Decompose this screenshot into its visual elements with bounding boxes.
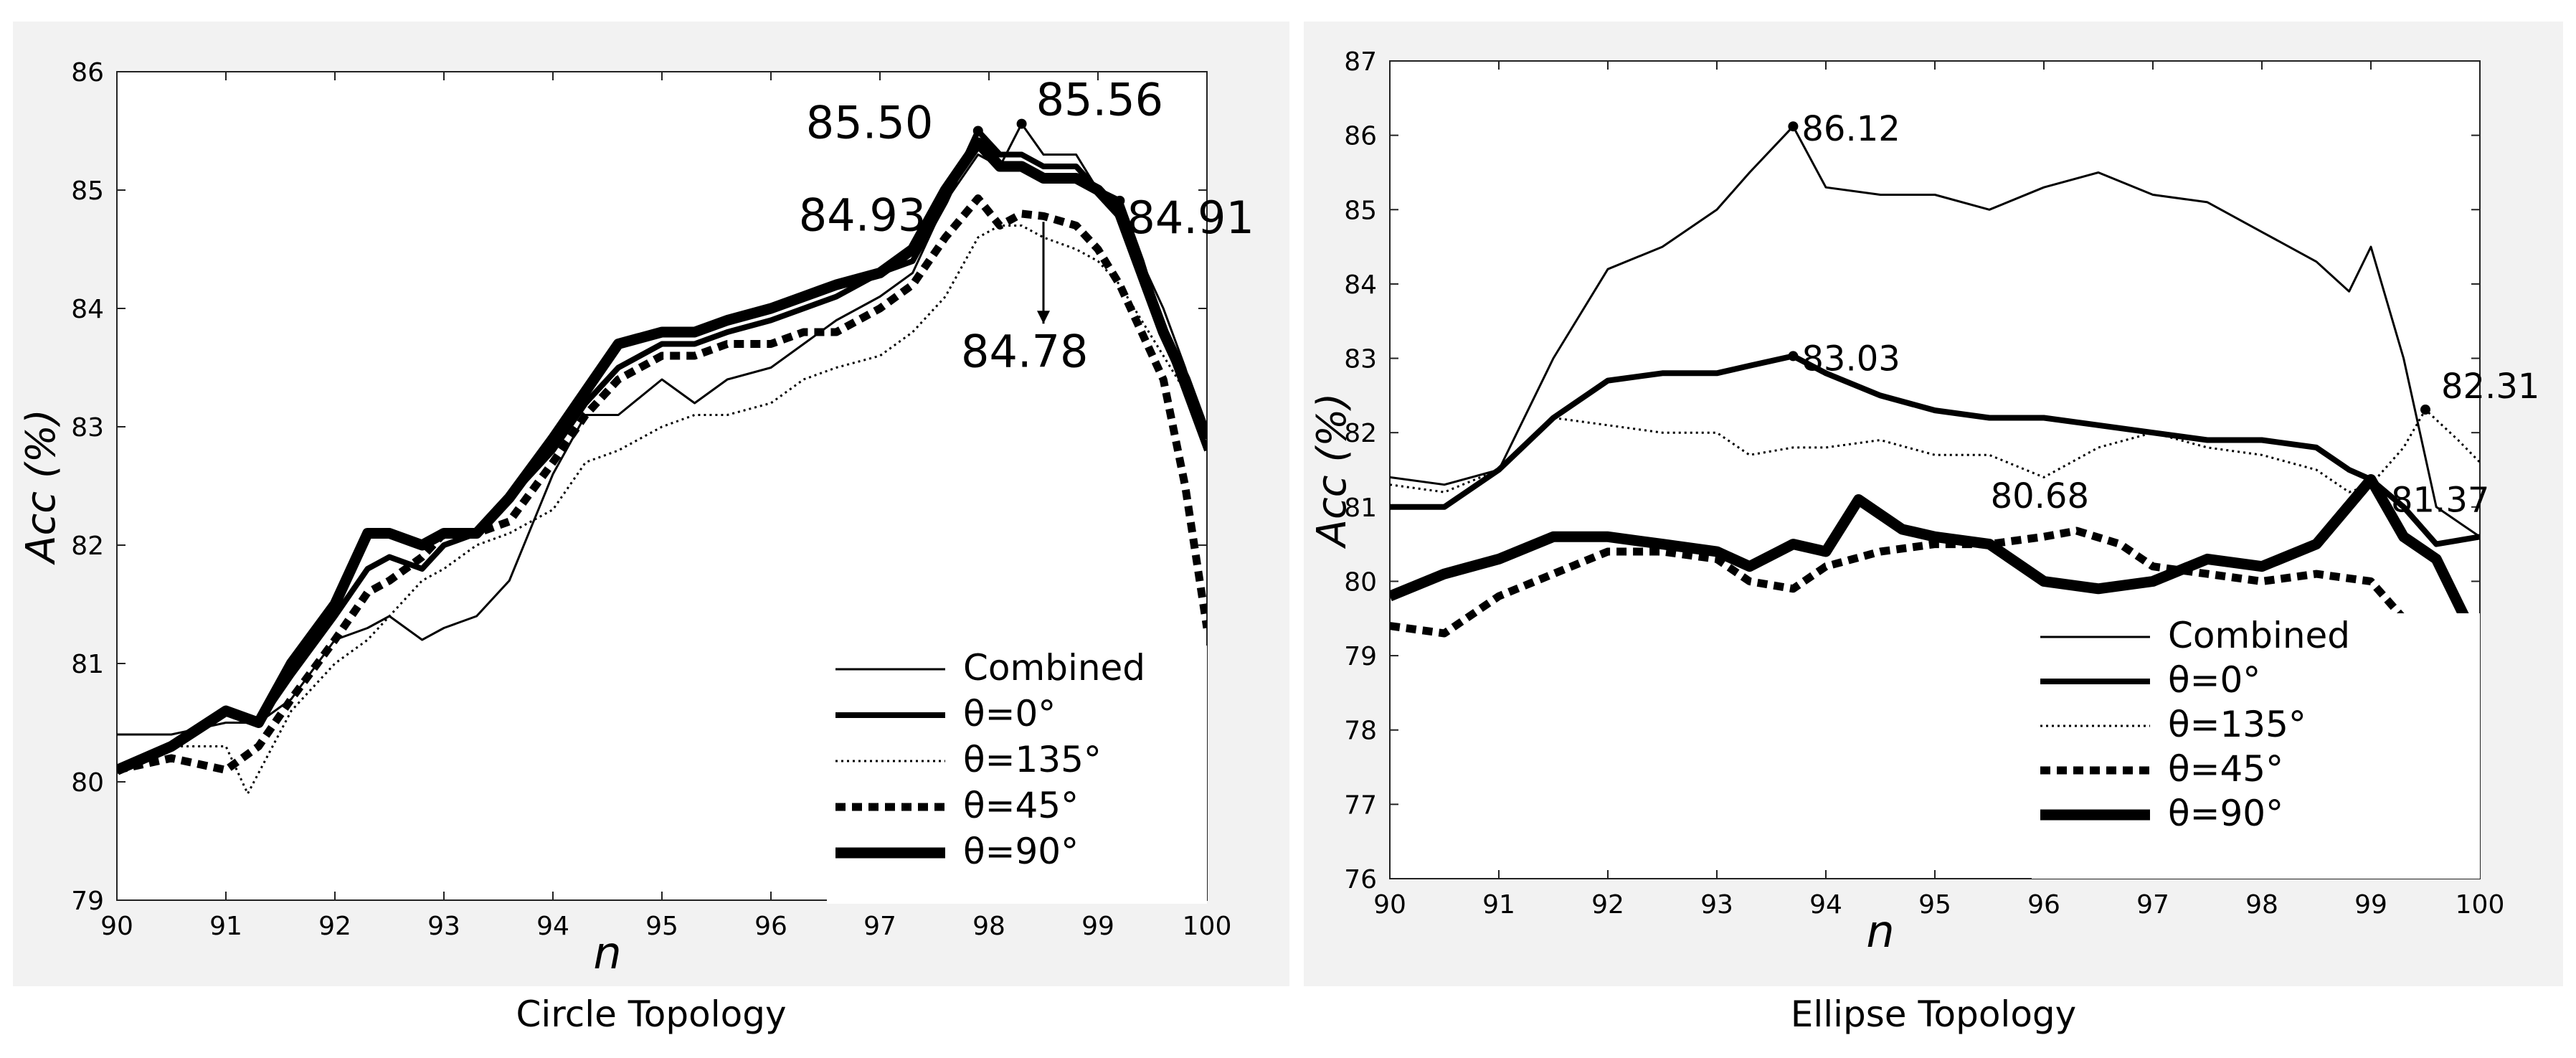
x-tick-label: 96: [2027, 890, 2060, 920]
legend-label: Combined: [963, 647, 1145, 689]
series-line-θ=45°: [117, 194, 1207, 774]
x-tick-label: 96: [754, 912, 787, 941]
series-line-θ=135°: [117, 225, 1207, 795]
y-tick-label: 80: [1344, 567, 1377, 597]
series-line-θ=0°: [117, 128, 1207, 773]
circle-topology-chart: 90 91 92 93 94 95 96 97 98 99 100 79 80 81 82 83 84 85 86 n…: [18, 58, 1254, 979]
y-tick-label: 86: [1344, 122, 1377, 151]
y-tick-label: 76: [1344, 865, 1377, 894]
x-tick-label: 90: [100, 912, 133, 941]
circle-topology-panel: 90 91 92 93 94 95 96 97 98 99 100 79 80 81 82 83 84 85 86 n…: [13, 22, 1289, 986]
x-tick-label: 98: [2245, 890, 2278, 920]
y-tick-label: 86: [71, 58, 104, 88]
annotation-label: 86.12: [1801, 109, 1900, 149]
annotation-marker: [2420, 405, 2430, 415]
y-tick-label: 85: [71, 176, 104, 206]
legend-label: θ=135°: [2168, 704, 2306, 745]
x-tick-label: 92: [1591, 890, 1624, 920]
circle-topology-caption: Circle Topology: [516, 993, 787, 1035]
annotation-label: 84.78: [961, 325, 1089, 377]
annotation-label: 83.03: [1801, 339, 1900, 379]
series-group: [1390, 125, 2480, 742]
y-tick-label: 87: [1344, 47, 1377, 77]
legend-label: θ=45°: [963, 785, 1079, 826]
x-tick-label: 100: [2456, 890, 2505, 920]
annotation-marker: [1114, 195, 1125, 206]
ellipse-topology-caption: Ellipse Topology: [1790, 993, 2077, 1035]
x-tick-label: 99: [2354, 890, 2387, 920]
x-tick-label: 91: [1482, 890, 1515, 920]
y-tick-label: 83: [71, 413, 104, 443]
x-tick-label: 93: [427, 912, 460, 941]
annotation-label: 85.56: [1036, 74, 1164, 126]
y-tick-label: 79: [71, 887, 104, 916]
x-tick-label: 97: [863, 912, 896, 941]
annotation-label: 84.91: [1127, 192, 1254, 244]
annotation-marker: [1788, 121, 1799, 132]
y-tick-label: 79: [1344, 642, 1377, 671]
x-tick-label: 99: [1081, 912, 1114, 941]
x-tick-label: 98: [972, 912, 1005, 941]
legend-label: θ=90°: [2168, 793, 2283, 834]
series-line-Combined: [1390, 125, 2480, 538]
annotation-label: 82.31: [2441, 367, 2539, 407]
annotation-label: 81.37: [2391, 480, 2489, 520]
legend-label: θ=135°: [963, 739, 1102, 780]
series-group: [117, 123, 1207, 795]
ellipse-topology-chart: 90 91 92 93 94 95 96 97 98 99 100 76 77 78 79 80 81 82 83 8…: [1309, 47, 2539, 958]
y-tick-label: 82: [71, 532, 104, 561]
legend-label: θ=0°: [2168, 659, 2260, 701]
y-axis-title: Acc (%): [18, 409, 65, 565]
y-tick-label: 78: [1344, 717, 1377, 746]
x-tick-label: 97: [2136, 890, 2169, 920]
series-line-θ=90°: [1390, 474, 2480, 651]
annotation-marker: [1788, 351, 1799, 362]
y-tick-label: 84: [1344, 270, 1377, 300]
y-tick-label: 81: [1344, 493, 1377, 523]
legend-label: θ=90°: [963, 831, 1079, 872]
x-tick-label: 92: [318, 912, 351, 941]
y-tick-label: 83: [1344, 345, 1377, 374]
y-tick-label: 85: [1344, 196, 1377, 225]
legend-box: [2032, 613, 2480, 879]
annotation-label: 80.68: [1991, 476, 2089, 516]
y-tick-label: 82: [1344, 419, 1377, 448]
annotation-marker: [972, 126, 983, 136]
y-tick-label: 81: [71, 650, 104, 679]
legend-label: θ=0°: [963, 693, 1056, 735]
legend-box: [827, 646, 1207, 904]
y-tick-label: 80: [71, 768, 104, 798]
series-line-Combined: [117, 123, 1207, 736]
legend-label: θ=45°: [2168, 748, 2283, 790]
x-axis-title: n: [1866, 905, 1894, 958]
x-tick-label: 91: [209, 912, 242, 941]
annotation-arrowhead: [1037, 311, 1050, 324]
x-tick-label: 95: [645, 912, 678, 941]
y-tick-label: 84: [71, 295, 104, 324]
y-axis-title: Acc (%): [1309, 393, 1355, 549]
y-tick-label: 77: [1344, 790, 1377, 820]
x-tick-label: 94: [536, 912, 569, 941]
annotation-label: 85.50: [806, 97, 934, 149]
x-tick-label: 100: [1183, 912, 1232, 941]
annotation-label: 84.93: [799, 189, 927, 242]
x-tick-label: 95: [1918, 890, 1951, 920]
x-axis-title: n: [593, 927, 621, 979]
x-tick-label: 94: [1809, 890, 1842, 920]
x-tick-label: 90: [1373, 890, 1406, 920]
legend-label: Combined: [2168, 615, 2350, 656]
ellipse-topology-panel: 90 91 92 93 94 95 96 97 98 99 100 76 77 78 79 80 81 82 83 8…: [1304, 22, 2563, 986]
annotation-marker: [1016, 118, 1027, 129]
series-line-θ=90°: [117, 137, 1207, 775]
series-line-θ=45°: [1390, 526, 2480, 742]
x-tick-label: 93: [1700, 890, 1733, 920]
series-line-θ=0°: [1390, 353, 2480, 547]
